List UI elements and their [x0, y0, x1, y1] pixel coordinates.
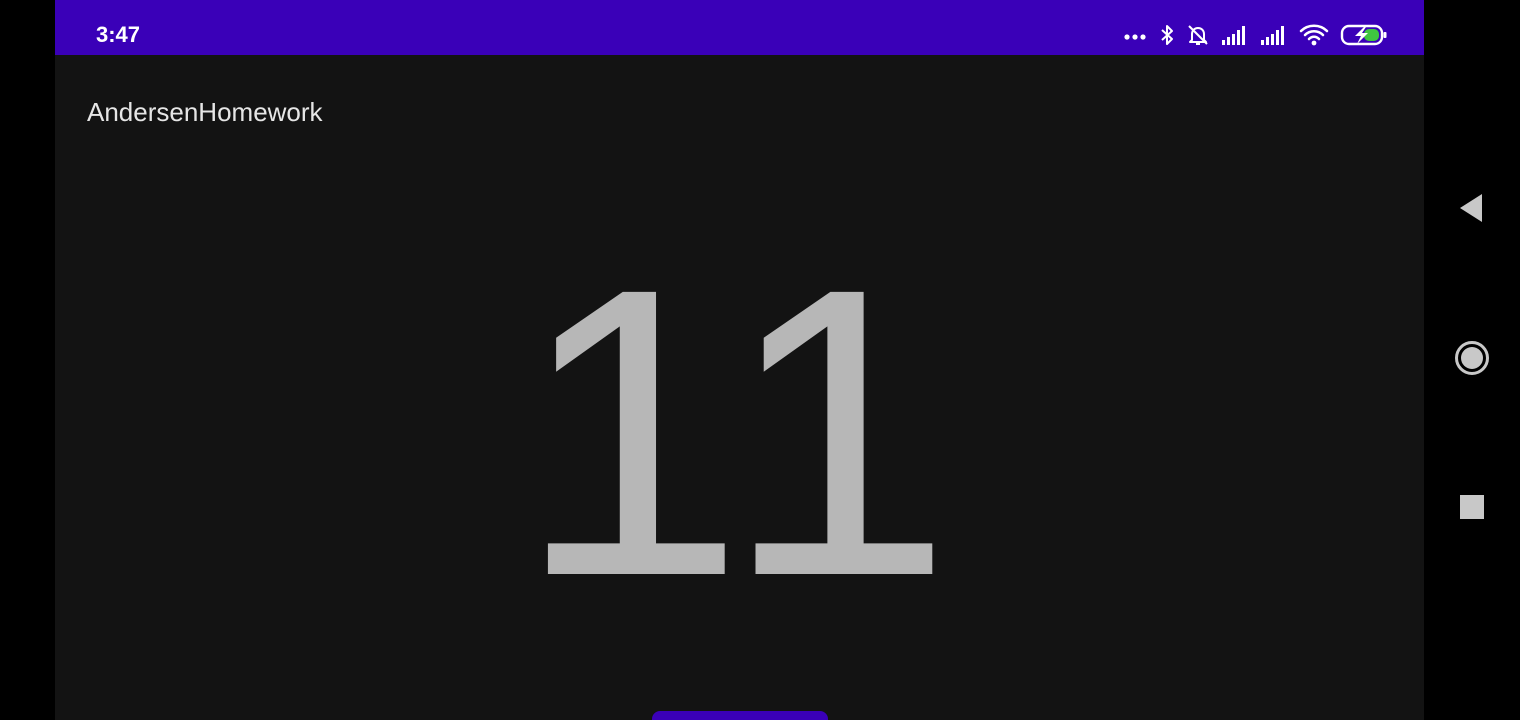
- home-button[interactable]: [1448, 336, 1496, 384]
- more-dots-icon: [1124, 30, 1148, 40]
- signal-icon: [1260, 24, 1288, 46]
- back-icon: [1458, 192, 1486, 229]
- recents-button[interactable]: [1448, 485, 1496, 533]
- status-time: 3:47: [96, 22, 141, 47]
- status-bar: 3:47: [55, 0, 1424, 55]
- action-button[interactable]: [652, 711, 828, 720]
- home-icon: [1454, 340, 1490, 381]
- wifi-icon: [1299, 23, 1329, 47]
- recents-icon: [1459, 494, 1485, 525]
- counter-value: 11: [516, 203, 963, 661]
- battery-charging-icon: [1340, 23, 1388, 47]
- navigation-bar: [1424, 0, 1520, 720]
- status-icons: [1124, 20, 1388, 50]
- back-button[interactable]: [1448, 186, 1496, 234]
- signal-icon: [1221, 24, 1249, 46]
- app-title: AndersenHomework: [87, 97, 323, 127]
- app-screen: 3:47: [55, 0, 1424, 720]
- bluetooth-icon: [1159, 23, 1175, 47]
- notifications-off-icon: [1186, 23, 1210, 47]
